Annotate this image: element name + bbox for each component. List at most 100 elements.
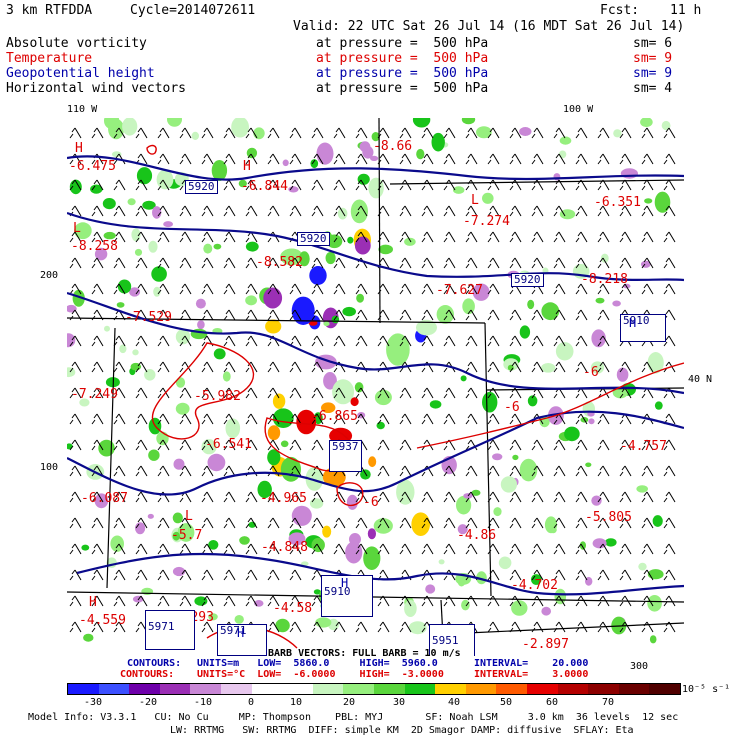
temp-label: -7.529	[125, 310, 172, 325]
wind-barb	[157, 283, 170, 295]
field-height-sm: sm= 9	[633, 66, 673, 81]
wind-barb	[553, 621, 566, 633]
wind-barb	[245, 439, 258, 451]
vorticity-cell	[482, 192, 494, 204]
vorticity-cell	[191, 131, 199, 140]
wind-barb	[575, 413, 588, 425]
height-label-box: 5971	[145, 610, 195, 650]
wind-barb	[245, 517, 258, 529]
wind-barb	[223, 361, 236, 373]
wind-barb	[553, 569, 566, 581]
wind-barb	[575, 205, 588, 217]
wind-barb	[443, 205, 456, 217]
wind-barb	[69, 595, 82, 607]
wind-barb	[69, 439, 82, 451]
high-marker: H	[629, 316, 637, 330]
wind-barb	[597, 231, 610, 243]
wind-barb	[487, 153, 500, 165]
wind-barb	[69, 335, 82, 347]
wind-barb	[157, 595, 170, 607]
color-scale-tick: 0	[247, 697, 255, 708]
wind-barb	[421, 179, 434, 191]
wind-barb	[487, 127, 500, 139]
vorticity-cell	[591, 495, 602, 506]
wind-barb	[399, 413, 412, 425]
vorticity-cell	[152, 206, 162, 219]
vorticity-cell	[291, 505, 312, 526]
temp-label: -6.475	[69, 159, 116, 174]
wind-barb	[465, 153, 478, 165]
wind-barb	[575, 361, 588, 373]
wind-barb	[399, 517, 412, 529]
wind-barb	[663, 179, 676, 191]
wind-barb	[619, 205, 632, 217]
wind-barb	[113, 387, 126, 399]
wind-barb	[289, 491, 302, 503]
wind-barb	[597, 491, 610, 503]
vorticity-cell	[175, 329, 191, 345]
wind-barb	[311, 153, 324, 165]
wind-barb	[597, 309, 610, 321]
wind-barb	[509, 543, 522, 555]
wind-barb	[113, 413, 126, 425]
wind-barb	[289, 335, 302, 347]
wind-barb	[201, 621, 214, 633]
wind-barb	[553, 283, 566, 295]
vorticity-cell	[331, 315, 340, 324]
vorticity-cell	[408, 621, 427, 635]
wind-barb	[157, 205, 170, 217]
wind-barb	[575, 257, 588, 269]
wind-barb	[267, 413, 280, 425]
wind-barb	[377, 465, 390, 477]
wind-barb	[179, 335, 192, 347]
wind-barb	[421, 127, 434, 139]
wind-barb	[663, 595, 676, 607]
vorticity-cell	[661, 120, 671, 131]
wind-barb	[157, 569, 170, 581]
wind-barb	[421, 231, 434, 243]
wind-barb	[135, 127, 148, 139]
high-temp-marker: H	[89, 595, 97, 610]
wind-barb	[69, 543, 82, 555]
wind-barb	[223, 153, 236, 165]
wind-barb	[311, 179, 324, 191]
vorticity-cell	[67, 443, 73, 450]
wind-barb	[135, 179, 148, 191]
model-info-line-2: LW: RRTMG SW: RRTMG DIFF: simple KM 2D S…	[170, 725, 634, 736]
vorticity-cell	[167, 118, 182, 127]
wind-barb	[553, 257, 566, 269]
wind-barb	[421, 257, 434, 269]
wind-barb	[333, 413, 346, 425]
wind-barb	[553, 153, 566, 165]
wind-barb	[355, 335, 368, 347]
vorticity-cell	[98, 439, 115, 457]
vorticity-cell	[257, 480, 272, 499]
temp-label: -6	[583, 365, 599, 380]
temp-label: -7.274	[463, 214, 510, 229]
vorticity-cell	[519, 127, 532, 136]
wind-barb	[69, 127, 82, 139]
wind-barb	[553, 205, 566, 217]
field-vorticity-sm: sm= 6	[633, 36, 673, 51]
wind-barb	[641, 361, 654, 373]
vorticity-cell	[211, 160, 228, 181]
wind-barb	[135, 543, 148, 555]
wind-barb	[487, 413, 500, 425]
vorticity-cell	[208, 540, 219, 550]
wind-barb	[509, 361, 522, 373]
wind-barb	[355, 127, 368, 139]
vorticity-cell	[282, 159, 289, 167]
vorticity-cell	[81, 544, 90, 551]
vorticity-cell	[142, 200, 156, 210]
vorticity-cell	[476, 571, 487, 585]
vorticity-cell	[102, 198, 116, 210]
wind-barb	[201, 127, 214, 139]
low-temp-marker: L	[471, 193, 479, 208]
wind-barb	[597, 127, 610, 139]
wind-barb	[663, 465, 676, 477]
wind-barb	[399, 491, 412, 503]
color-scale-swatch	[588, 684, 619, 694]
high-marker: H	[237, 626, 245, 640]
vorticity-cell	[555, 342, 574, 361]
wind-barb	[201, 439, 214, 451]
